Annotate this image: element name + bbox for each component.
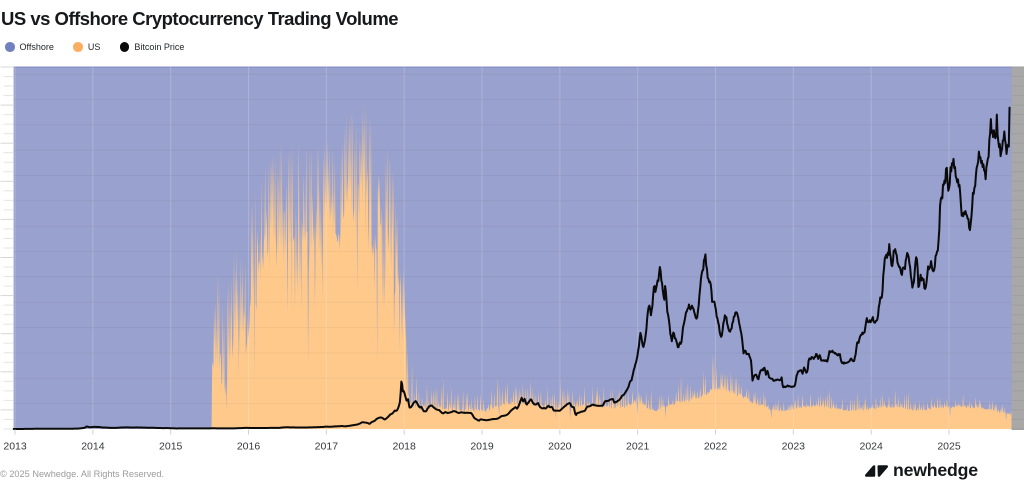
x-axis-label: 2019 [470, 441, 494, 453]
legend-item-offshore[interactable]: Offshore [5, 42, 54, 52]
x-axis-label: 2023 [782, 441, 806, 453]
price-scale-strip[interactable] [1011, 66, 1024, 431]
bitcoin-price-line[interactable] [12, 106, 1011, 430]
legend-item-bitcoin-price[interactable]: Bitcoin Price [119, 42, 185, 52]
x-axis-label: 2020 [548, 441, 572, 453]
x-axis-label: 2013 [3, 441, 27, 453]
legend-item-us[interactable]: US [73, 42, 100, 52]
x-axis-label: 2022 [704, 441, 728, 453]
brand-logo[interactable]: newhedge [864, 460, 978, 480]
copyright-text: © 2025 Newhedge. All Rights Reserved. [0, 469, 165, 479]
offshore-dot-icon [5, 42, 15, 52]
x-axis-label: 2025 [937, 441, 961, 453]
legend-label-bitcoin-price: Bitcoin Price [134, 42, 185, 52]
x-axis-label: 2024 [859, 441, 883, 453]
us-area[interactable] [13, 103, 1013, 429]
brand-name: newhedge [893, 460, 978, 480]
bitcoin-price-dot-icon [119, 42, 130, 52]
x-axis-label: 2021 [626, 441, 650, 453]
x-axis-label: 2014 [81, 441, 105, 453]
legend: Offshore US Bitcoin Price [5, 40, 204, 54]
offshore-area[interactable] [13, 66, 1013, 430]
newhedge-logo-icon [865, 464, 888, 477]
us-dot-icon [73, 42, 83, 52]
x-axis-label: 2015 [159, 441, 183, 453]
x-axis-label: 2017 [315, 441, 339, 453]
chart-title: US vs Offshore Cryptocurrency Trading Vo… [1, 8, 399, 29]
legend-label-us: US [87, 42, 101, 52]
x-axis-label: 2018 [393, 441, 417, 453]
x-axis-label: 2016 [237, 441, 261, 453]
legend-label-offshore: Offshore [19, 42, 54, 52]
